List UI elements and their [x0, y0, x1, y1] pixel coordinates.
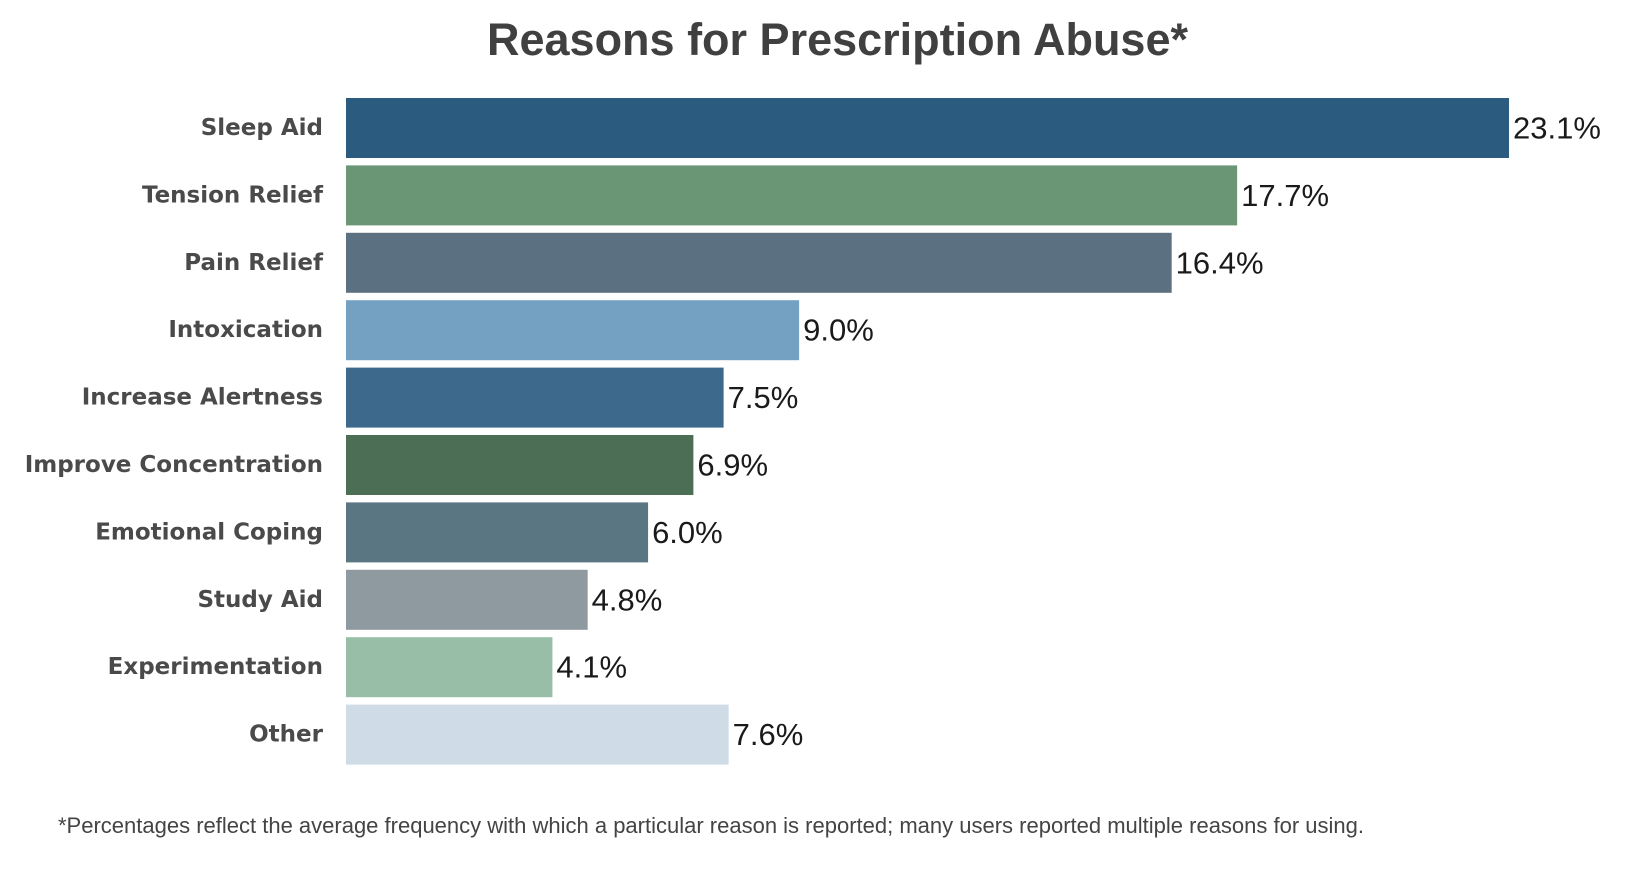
- category-label-other: Other: [249, 722, 324, 748]
- category-label-tension-relief: Tension Relief: [142, 182, 324, 208]
- chart-title: Reasons for Prescription Abuse*: [486, 14, 1188, 65]
- bar-intoxication: [346, 300, 800, 361]
- bar-experimentation: [346, 637, 553, 698]
- category-label-intoxication: Intoxication: [168, 317, 323, 343]
- bar-other: [346, 704, 729, 765]
- bar-improve-concentration: [346, 435, 694, 495]
- category-label-increase-alertness: Increase Alertness: [82, 385, 323, 411]
- bar-sleep-aid: [346, 98, 1509, 158]
- category-label-improve-concentration: Improve Concentration: [25, 452, 323, 478]
- bars-group: [346, 98, 1509, 765]
- value-label-emotional-coping: 6.0%: [652, 515, 723, 550]
- value-label-study-aid: 4.8%: [592, 582, 663, 617]
- category-label-experimentation: Experimentation: [108, 654, 323, 680]
- bar-increase-alertness: [346, 367, 724, 428]
- bar-pain-relief: [346, 232, 1172, 293]
- value-label-other: 7.6%: [733, 717, 804, 752]
- value-label-sleep-aid: 23.1%: [1513, 111, 1601, 146]
- value-label-tension-relief: 17.7%: [1241, 178, 1329, 213]
- value-label-pain-relief: 16.4%: [1176, 245, 1264, 280]
- bar-study-aid: [346, 569, 588, 630]
- category-label-study-aid: Study Aid: [197, 587, 323, 613]
- value-label-experimentation: 4.1%: [556, 650, 627, 685]
- category-labels: Sleep Aid Tension Relief Pain Relief Intoxi…: [25, 115, 324, 748]
- category-label-sleep-aid: Sleep Aid: [201, 115, 323, 141]
- chart-footnote: *Percentages reflect the average frequen…: [58, 813, 1365, 838]
- value-label-increase-alertness: 7.5%: [728, 380, 799, 415]
- category-label-pain-relief: Pain Relief: [184, 250, 324, 276]
- value-labels: 23.1% 17.7% 16.4% 9.0%7.5% 6.9% 6.0% 4.8% 4.1% 7…: [556, 111, 1600, 753]
- value-label-improve-concentration: 6.9%: [697, 448, 768, 483]
- value-label-intoxication: 9.0%: [803, 313, 874, 348]
- category-label-emotional-coping: Emotional Coping: [95, 519, 323, 545]
- bar-emotional-coping: [346, 502, 649, 563]
- bar-tension-relief: [346, 165, 1238, 226]
